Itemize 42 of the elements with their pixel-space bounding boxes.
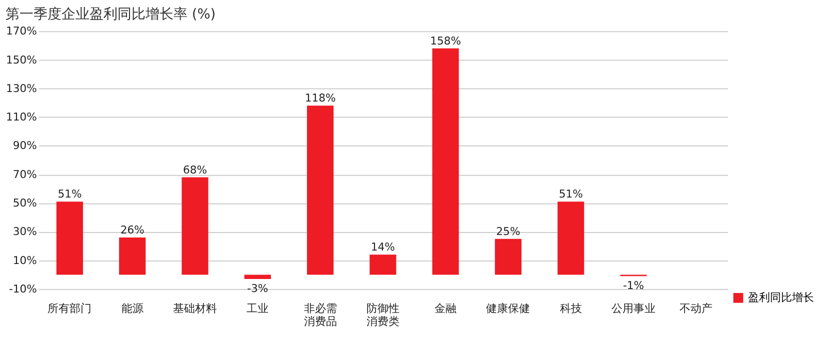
y-tick-label: 110%	[6, 110, 37, 124]
x-tick-label: 能源	[121, 302, 144, 316]
y-tick-label: 50%	[12, 196, 37, 210]
x-tick-label: 防御性消费类	[366, 302, 400, 328]
data-label: 51%	[558, 188, 583, 201]
chart-title: 第一季度企业盈利同比增长率 (%)	[5, 6, 216, 22]
bar	[244, 274, 271, 280]
y-tick-label: 70%	[12, 168, 37, 181]
data-label: 51%	[58, 188, 82, 201]
bar	[494, 238, 522, 275]
bar	[119, 237, 146, 275]
x-tick-label: 所有部门	[48, 302, 92, 316]
data-label: 68%	[182, 163, 208, 176]
bar	[56, 202, 83, 275]
y-tick-label: 170%	[6, 24, 37, 38]
x-tick-label: 金融	[434, 302, 457, 316]
x-tick-label: 基础材料	[172, 302, 217, 316]
x-tick-label: 科技	[560, 302, 582, 316]
bar	[306, 106, 334, 275]
x-tick-label: 不动产	[680, 302, 713, 316]
bar	[182, 177, 208, 275]
bar	[558, 202, 584, 275]
y-tick-label: 90%	[12, 139, 37, 152]
data-label: 14%	[370, 240, 395, 254]
x-tick-label: 非必需消费品	[304, 302, 337, 328]
y-tick-label: 30%	[12, 225, 37, 238]
y-tick-label: 10%	[12, 254, 37, 267]
x-tick-label: 公用事业	[611, 302, 656, 316]
data-label: -1%	[622, 278, 644, 292]
data-label: 118%	[304, 92, 336, 105]
x-tick-label: 健康保健	[486, 302, 530, 316]
x-tick-label: 工业	[246, 302, 269, 316]
legend-label: 盈利同比增长	[748, 290, 814, 304]
data-label: 26%	[120, 224, 144, 237]
bar	[432, 48, 459, 275]
bar	[370, 254, 396, 275]
data-label: 158%	[430, 34, 462, 48]
data-label: 25%	[496, 224, 520, 238]
y-tick-label: 130%	[6, 82, 37, 95]
data-label: -3%	[247, 282, 268, 295]
y-tick-label: -10%	[8, 282, 37, 296]
y-tick-label: 150%	[6, 53, 37, 66]
